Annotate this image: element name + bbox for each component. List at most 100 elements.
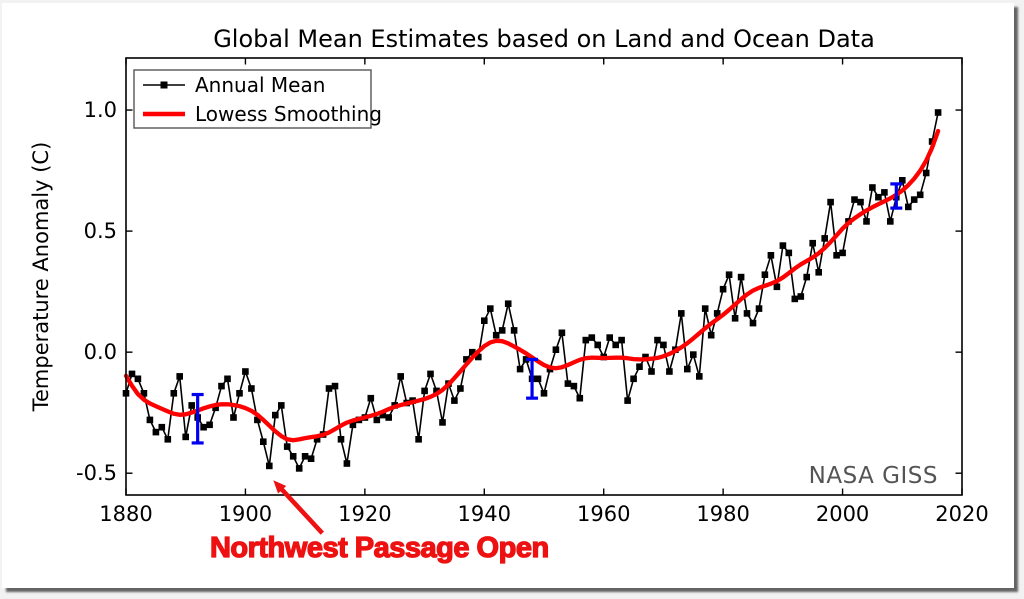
nasa-giss-watermark: NASA GISS <box>809 463 938 489</box>
annual-mean-marker <box>833 252 840 259</box>
annual-mean-marker <box>660 341 667 349</box>
chart-title: Global Mean Estimates based on Land and … <box>213 25 875 53</box>
annual-mean-marker <box>170 390 178 397</box>
annual-mean-marker <box>385 414 392 421</box>
y-tick-label: 0.5 <box>84 219 117 243</box>
annual-mean-marker <box>510 327 518 334</box>
annual-mean-marker <box>218 382 225 390</box>
annual-mean-marker <box>534 375 542 383</box>
annual-mean-marker <box>200 423 207 431</box>
annual-mean-marker <box>785 249 793 257</box>
annual-mean-marker <box>905 203 912 211</box>
annual-mean-marker <box>719 285 727 293</box>
annual-mean-markers <box>122 109 942 472</box>
annual-mean-marker <box>588 334 596 341</box>
annual-mean-line <box>125 112 939 471</box>
annual-mean-marker <box>140 390 148 397</box>
annual-mean-marker <box>260 438 267 445</box>
annual-mean-marker <box>887 218 894 225</box>
annual-mean-marker <box>475 353 482 361</box>
y-tick-label: -0.5 <box>76 461 117 485</box>
annual-mean-marker <box>164 436 172 443</box>
x-tick-label: 1900 <box>219 502 272 526</box>
annual-mean-marker <box>576 394 584 402</box>
annual-mean-marker <box>922 169 930 177</box>
annual-mean-marker <box>457 385 464 392</box>
annual-mean-marker <box>379 411 387 419</box>
annual-mean-marker <box>540 390 548 397</box>
annual-mean-marker <box>642 353 649 361</box>
annual-mean-marker <box>242 368 249 375</box>
annual-mean-marker <box>916 191 924 199</box>
annual-mean-marker <box>439 419 446 426</box>
annual-mean-marker <box>516 365 524 373</box>
annual-mean-marker <box>707 331 715 339</box>
error-bar <box>890 182 903 210</box>
annual-mean-marker <box>283 443 291 450</box>
annual-mean-marker <box>779 242 787 249</box>
annual-mean-marker <box>851 196 858 203</box>
annual-mean-marker <box>248 385 255 392</box>
lowess-line <box>123 128 941 443</box>
annual-mean-marker <box>367 394 375 402</box>
annual-mean-marker <box>266 462 273 470</box>
annotation-arrowhead <box>273 480 287 494</box>
legend-label-annual-mean: Annual Mean <box>195 73 325 97</box>
annual-mean-marker <box>552 346 560 353</box>
legend <box>133 69 372 129</box>
annual-mean-marker <box>272 411 279 419</box>
annual-mean-marker <box>863 218 870 225</box>
annual-mean-marker <box>755 305 763 312</box>
annual-mean-marker <box>654 336 661 344</box>
annual-mean-marker <box>236 390 243 397</box>
annual-mean-marker <box>481 317 488 324</box>
annual-mean-marker <box>731 315 739 322</box>
annual-mean-marker <box>415 436 422 443</box>
annual-mean-marker <box>278 402 285 409</box>
annual-mean-marker <box>761 271 769 278</box>
annual-mean-marker <box>301 453 309 460</box>
annual-mean-marker <box>624 397 631 404</box>
annual-mean-marker <box>307 455 315 462</box>
x-tick-label: 1960 <box>577 502 630 526</box>
annual-mean-marker <box>182 433 189 441</box>
error-bar <box>191 392 204 445</box>
x-tick-label: 1980 <box>696 502 749 526</box>
annual-mean-marker <box>737 273 745 281</box>
x-tick-label: 1920 <box>338 502 391 526</box>
annual-mean-marker <box>206 421 213 429</box>
annual-mean-marker <box>725 271 733 278</box>
x-tick-label: 2020 <box>935 502 988 526</box>
legend-box <box>133 69 372 129</box>
annual-mean-marker <box>433 387 440 395</box>
annual-mean-marker <box>636 363 643 370</box>
annual-mean-marker <box>373 416 381 424</box>
annual-mean-marker <box>869 184 876 191</box>
y-tick-label: 1.0 <box>84 98 117 122</box>
annual-mean-marker <box>176 373 183 380</box>
x-tick-label: 1880 <box>99 502 152 526</box>
error-bar <box>526 357 539 400</box>
annual-mean-marker <box>570 382 578 390</box>
legend-annual-marker <box>160 81 168 89</box>
annual-mean-marker <box>558 329 566 337</box>
y-axis-label: Temperature Anomaly (C) <box>29 142 53 413</box>
annual-mean-marker <box>397 373 404 380</box>
annual-mean-marker <box>188 402 195 409</box>
annual-mean-marker <box>803 273 810 281</box>
annual-mean-marker <box>331 382 339 390</box>
x-tick-label: 2000 <box>816 502 869 526</box>
annual-mean-marker <box>295 465 303 472</box>
annual-mean-marker <box>910 196 918 203</box>
plot-border <box>125 57 963 496</box>
annual-mean-marker <box>564 380 572 387</box>
annual-mean-marker <box>504 300 512 307</box>
annual-mean-marker <box>701 305 709 312</box>
annual-mean-marker <box>767 252 775 259</box>
annual-mean-marker <box>427 370 434 378</box>
annual-mean-marker <box>821 235 828 242</box>
annual-mean-marker <box>875 193 882 201</box>
annual-mean-marker <box>815 269 822 276</box>
annual-mean-marker <box>487 305 494 312</box>
